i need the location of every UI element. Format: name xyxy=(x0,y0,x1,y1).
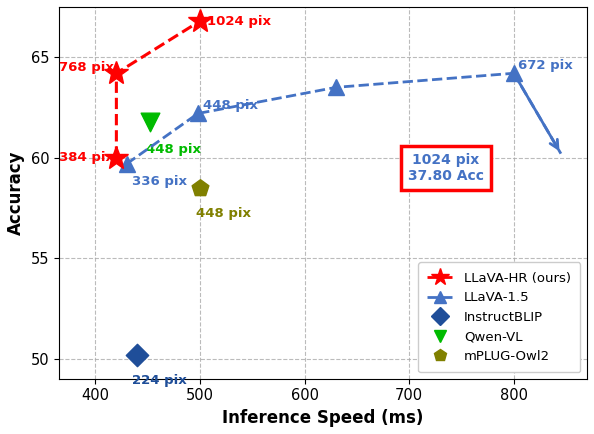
Text: 1024 pix
37.80 Acc: 1024 pix 37.80 Acc xyxy=(408,153,484,183)
Y-axis label: Accuracy: Accuracy xyxy=(7,151,25,235)
Text: 224 pix: 224 pix xyxy=(132,374,187,387)
Line: LLaVA-1.5: LLaVA-1.5 xyxy=(118,65,522,172)
Line: LLaVA-HR (ours): LLaVA-HR (ours) xyxy=(104,9,213,170)
LLaVA-1.5 xyxy=(124,161,131,166)
Text: 768 pix: 768 pix xyxy=(59,61,113,74)
Legend: LLaVA-HR (ours), LLaVA-1.5, InstructBLIP, Qwen-VL, mPLUG-Owl2: LLaVA-HR (ours), LLaVA-1.5, InstructBLIP… xyxy=(418,262,580,372)
Text: 336 pix: 336 pix xyxy=(132,175,187,188)
Text: 1024 pix: 1024 pix xyxy=(207,14,271,27)
Point xyxy=(145,118,154,125)
Text: 384 pix: 384 pix xyxy=(59,151,114,164)
LLaVA-HR (ours) xyxy=(113,155,120,160)
Text: 448 pix: 448 pix xyxy=(146,143,201,156)
Text: 448 pix: 448 pix xyxy=(196,207,251,220)
Point xyxy=(132,351,142,358)
LLaVA-HR (ours) xyxy=(197,18,204,23)
LLaVA-1.5 xyxy=(510,71,517,76)
Text: 448 pix: 448 pix xyxy=(203,99,258,112)
LLaVA-HR (ours) xyxy=(113,71,120,76)
X-axis label: Inference Speed (ms): Inference Speed (ms) xyxy=(222,409,424,427)
LLaVA-1.5 xyxy=(194,111,201,116)
Point xyxy=(195,184,205,191)
LLaVA-1.5 xyxy=(333,85,340,90)
Text: 672 pix: 672 pix xyxy=(518,59,573,72)
